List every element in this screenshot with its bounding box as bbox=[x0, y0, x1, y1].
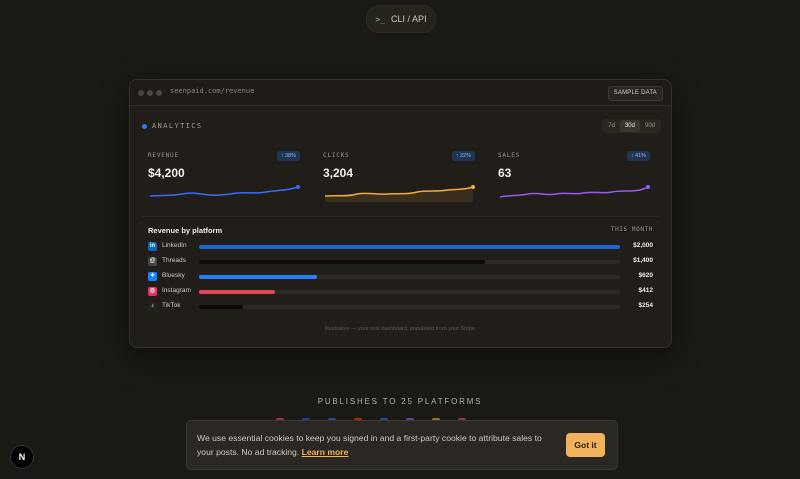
platform-bar-track bbox=[199, 245, 620, 249]
metric-change-badge: ↑ 41% bbox=[626, 151, 650, 161]
platform-row: in LinkedIn $2,000 bbox=[148, 241, 653, 253]
linkedin-icon: in bbox=[148, 242, 157, 251]
platform-name: Bluesky bbox=[162, 272, 185, 279]
divider bbox=[142, 216, 659, 217]
window-dot-icon bbox=[138, 90, 144, 96]
metric-value: 3,204 bbox=[323, 166, 354, 180]
platform-bar-fill bbox=[199, 275, 317, 279]
metric-change-badge: ↑ 38% bbox=[276, 151, 300, 161]
range-7d[interactable]: 7d bbox=[608, 123, 615, 129]
metric-clicks: CLICKS ↑ 22% 3,204 bbox=[323, 151, 475, 202]
platform-value: $254 bbox=[638, 302, 653, 309]
platform-bar-fill bbox=[199, 290, 275, 294]
got-it-button[interactable]: Got it bbox=[566, 433, 605, 457]
cookie-message: We use essential cookies to keep you sig… bbox=[197, 431, 557, 459]
tiktok-icon: ♪ bbox=[148, 302, 157, 311]
revenue-period-label: THIS MONTH bbox=[610, 226, 653, 233]
platform-bar-track bbox=[199, 275, 620, 279]
metric-sales: SALES ↑ 41% 63 bbox=[498, 151, 650, 202]
metric-label: CLICKS bbox=[323, 152, 350, 159]
nextjs-badge[interactable]: N bbox=[10, 445, 34, 469]
cli-api-label: CLI / API bbox=[391, 14, 427, 24]
revenue-sparkline bbox=[149, 185, 300, 197]
metric-value: 63 bbox=[498, 166, 512, 180]
cookie-banner: We use essential cookies to keep you sig… bbox=[186, 420, 618, 470]
platform-value: $1,400 bbox=[633, 257, 653, 264]
platform-bar-track bbox=[199, 305, 620, 309]
dashboard-preview-card: seenpaid.com/revenue SAMPLE DATA ANALYTI… bbox=[129, 79, 672, 348]
metric-value: $4,200 bbox=[148, 166, 185, 180]
cli-api-button[interactable]: >_ CLI / API bbox=[366, 5, 436, 33]
platform-bar-track bbox=[199, 290, 620, 294]
range-90d[interactable]: 90d bbox=[644, 123, 655, 129]
platform-bar-track bbox=[199, 260, 620, 264]
revenue-by-platform-title: Revenue by platform bbox=[148, 226, 223, 235]
metric-revenue: REVENUE ↑ 38% $4,200 bbox=[148, 151, 300, 202]
window-url: seenpaid.com/revenue bbox=[170, 87, 255, 95]
platform-bar-fill bbox=[199, 305, 244, 309]
platform-value: $412 bbox=[638, 287, 653, 294]
publishes-heading: PUBLISHES TO 25 PLATFORMS bbox=[317, 397, 483, 406]
platform-row: @ Threads $1,400 bbox=[148, 256, 653, 268]
platform-row: ✦ Bluesky $620 bbox=[148, 271, 653, 283]
clicks-sparkline bbox=[324, 185, 475, 202]
threads-icon: @ bbox=[148, 257, 157, 266]
platform-bar-fill bbox=[199, 260, 486, 264]
platform-name: Threads bbox=[162, 257, 186, 264]
platform-bar-fill bbox=[199, 245, 620, 249]
metric-label: SALES bbox=[498, 152, 521, 159]
metric-change-badge: ↑ 22% bbox=[451, 151, 475, 161]
bluesky-icon: ✦ bbox=[148, 272, 157, 281]
range-30d[interactable]: 30d bbox=[619, 120, 640, 132]
learn-more-link[interactable]: Learn more bbox=[301, 447, 349, 457]
platform-row: ♪ TikTok $254 bbox=[148, 301, 653, 313]
window-dot-icon bbox=[147, 90, 153, 96]
dashboard-footnote: Illustrative — your real dashboard, popu… bbox=[324, 326, 477, 332]
platform-value: $620 bbox=[638, 272, 653, 279]
platform-value: $2,000 bbox=[633, 242, 653, 249]
instagram-icon: ◎ bbox=[148, 287, 157, 296]
platform-row: ◎ Instagram $412 bbox=[148, 286, 653, 298]
terminal-icon: >_ bbox=[375, 14, 386, 24]
cookie-text: We use essential cookies to keep you sig… bbox=[197, 433, 542, 457]
range-selector: 7d 30d 90d bbox=[602, 119, 661, 133]
window-titlebar: seenpaid.com/revenue SAMPLE DATA bbox=[130, 80, 671, 106]
window-dot-icon bbox=[156, 90, 162, 96]
sales-sparkline bbox=[499, 185, 650, 198]
platform-name: Instagram bbox=[162, 287, 191, 294]
platform-name: TikTok bbox=[162, 302, 181, 309]
analytics-label: ANALYTICS bbox=[142, 122, 203, 130]
sample-data-badge: SAMPLE DATA bbox=[607, 86, 663, 101]
metric-label: REVENUE bbox=[148, 152, 179, 159]
platform-name: LinkedIn bbox=[162, 242, 187, 249]
